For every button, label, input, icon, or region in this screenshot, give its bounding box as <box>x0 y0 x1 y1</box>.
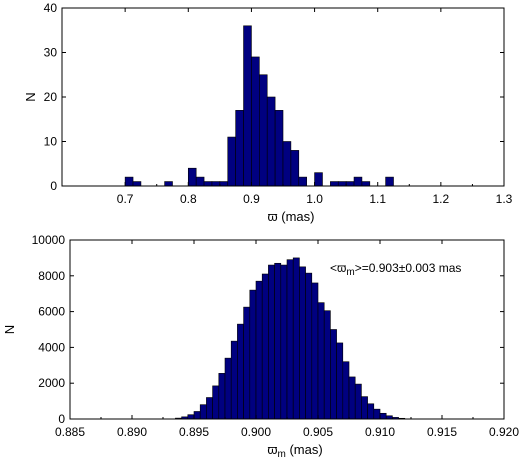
bottom-y-axis-label: N <box>2 325 17 334</box>
histogram-bar <box>259 74 268 187</box>
y-tick-label: 30 <box>44 46 58 60</box>
bottom-histogram: 0.885 0.890 0.895 0.900 0.905 0.910 0.915 0.920… <box>2 233 519 460</box>
x-tick-label: 1.2 <box>433 192 450 206</box>
histogram-bar <box>218 373 226 420</box>
x-tick-label: 0.905 <box>303 425 333 439</box>
y-tick-label: 10000 <box>32 233 66 247</box>
histogram-bar <box>280 264 288 420</box>
x-tick-label: 0.910 <box>365 425 395 439</box>
top-histogram: 0.7 0.8 0.9 1.0 1.1 1.2 1.3 0 10 20 30 40 ϖ (mas) N <box>23 1 513 224</box>
histogram-bar <box>353 176 363 187</box>
top-axis-ticks: 0.7 0.8 0.9 1.0 1.1 1.2 1.3 0 10 20 30 40 <box>44 1 513 206</box>
histogram-bar <box>187 414 195 420</box>
x-tick-label: 1.3 <box>496 192 513 206</box>
y-tick-label: 10 <box>44 135 58 149</box>
histogram-bar <box>330 329 337 420</box>
histogram-bar <box>361 396 368 420</box>
histogram-bar <box>193 411 201 420</box>
histogram-bar <box>361 181 371 187</box>
histogram-bar <box>268 264 275 420</box>
histogram-bar <box>354 383 362 420</box>
histogram-bar <box>286 259 294 420</box>
histogram-bar <box>243 306 251 420</box>
y-tick-label: 40 <box>44 1 58 15</box>
x-tick-label: 0.895 <box>179 425 209 439</box>
histogram-bar <box>224 357 232 420</box>
histogram-bar <box>314 172 323 187</box>
x-tick-label: 0.920 <box>489 425 519 439</box>
histogram-bar <box>274 262 282 420</box>
histogram-bar <box>266 96 276 187</box>
histogram-bar <box>195 176 205 187</box>
histogram-bar <box>337 181 347 187</box>
histogram-bar <box>132 181 142 187</box>
y-tick-label: 4000 <box>38 340 65 354</box>
histogram-bar <box>317 302 325 420</box>
histogram-bar <box>249 289 257 420</box>
histogram-bar <box>330 181 339 187</box>
y-tick-label: 8000 <box>38 269 65 283</box>
histogram-bar <box>206 397 213 420</box>
histogram-bar <box>230 340 238 420</box>
histogram-bar <box>290 150 300 187</box>
histogram-bar <box>124 176 134 187</box>
y-tick-label: 6000 <box>38 305 65 319</box>
top-x-axis-label: ϖ (mas) <box>268 209 315 224</box>
histogram-bar <box>311 282 319 420</box>
top-histogram-bars <box>124 25 394 187</box>
y-tick-label: 2000 <box>38 376 65 390</box>
histogram-bar <box>305 272 313 420</box>
bottom-x-axis-label: ϖm (mas) <box>267 442 322 460</box>
histogram-bar <box>379 412 387 420</box>
histogram-bar <box>345 181 355 187</box>
histogram-bar <box>227 136 236 187</box>
histogram-bar <box>199 404 207 420</box>
y-tick-label: 0 <box>58 412 65 426</box>
x-tick-label: 0.900 <box>241 425 271 439</box>
histogram-bar <box>385 176 394 187</box>
histogram-bar <box>336 342 344 420</box>
x-tick-label: 0.885 <box>55 425 85 439</box>
histogram-bar <box>211 181 221 187</box>
histogram-bar <box>274 110 284 187</box>
histogram-bar <box>164 181 173 187</box>
histogram-bar <box>261 273 269 420</box>
histogram-bar <box>187 167 197 187</box>
y-tick-label: 0 <box>50 179 57 193</box>
x-tick-label: 0.890 <box>117 425 147 439</box>
histogram-bar <box>203 181 213 187</box>
histogram-bar <box>299 266 306 420</box>
histogram-bar <box>373 408 381 420</box>
histogram-bar <box>323 310 331 420</box>
histogram-bar <box>251 56 260 187</box>
histogram-bar <box>219 181 229 187</box>
histogram-bar <box>237 323 244 420</box>
histogram-bar <box>243 25 252 187</box>
histogram-bar <box>255 280 263 420</box>
bottom-histogram-bars <box>175 257 406 420</box>
histogram-bar <box>292 257 300 420</box>
x-tick-label: 0.8 <box>180 192 197 206</box>
histogram-bar <box>235 110 244 187</box>
histogram-bar <box>348 376 356 420</box>
bottom-axis-ticks: 0.885 0.890 0.895 0.900 0.905 0.910 0.915 0.920… <box>32 233 520 439</box>
mean-annotation: <ϖm>=0.903±0.003 mas <box>330 261 461 278</box>
x-tick-label: 0.915 <box>427 425 457 439</box>
histogram-bar <box>367 403 375 420</box>
histogram-bar <box>342 361 350 420</box>
top-y-axis-label: N <box>23 92 38 101</box>
histogram-bar <box>298 176 307 187</box>
x-tick-label: 1.0 <box>306 192 323 206</box>
histogram-bar <box>212 385 220 420</box>
histogram-bar <box>282 141 292 187</box>
x-tick-label: 1.1 <box>369 192 386 206</box>
x-tick-label: 0.9 <box>243 192 260 206</box>
y-tick-label: 20 <box>44 90 58 104</box>
x-tick-label: 0.7 <box>117 192 134 206</box>
